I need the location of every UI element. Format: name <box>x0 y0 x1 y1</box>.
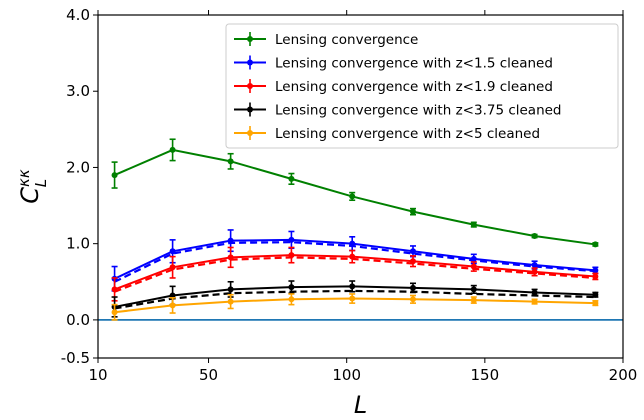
x-axis-title: L <box>354 391 367 419</box>
series-4-point <box>288 296 295 303</box>
series-0-point <box>349 193 356 200</box>
plot-frame <box>97 14 624 359</box>
series-1-point <box>592 267 599 274</box>
y-tick-label: 0.0 <box>66 311 90 329</box>
series-3-point <box>288 284 295 291</box>
series-4-point <box>111 309 118 316</box>
series-1-point <box>227 237 234 244</box>
series-0-point <box>410 208 416 215</box>
series-4-point <box>592 300 599 307</box>
series-0-point <box>592 241 599 248</box>
series-3-point <box>592 291 599 298</box>
legend-label: Lensing convergence with z<5 cleaned <box>275 126 540 142</box>
x-tick-label: 10 <box>88 366 107 384</box>
series-2-point <box>288 252 295 259</box>
series-1-point <box>169 248 176 255</box>
x-tick-label: 200 <box>609 366 638 384</box>
x-tick-label: 50 <box>199 366 218 384</box>
series-1-point <box>410 248 416 255</box>
y-axis-title-superscript: κκ <box>15 169 33 187</box>
legend-label: Lensing convergence with z<1.5 cleaned <box>275 56 553 72</box>
series-0-point <box>288 175 295 182</box>
series-3-point <box>410 284 416 291</box>
series-4-point <box>227 298 234 305</box>
legend-entry-4: Lensing convergence with z<5 cleaned <box>234 126 540 142</box>
legend-entry-0: Lensing convergence <box>234 32 418 48</box>
y-tick-label: 2.0 <box>66 158 90 176</box>
legend-marker <box>247 130 253 136</box>
series-3-point <box>470 286 477 293</box>
legend-label: Lensing convergence with z<3.75 cleaned <box>275 103 562 119</box>
y-tick-label: -0.5 <box>61 349 90 367</box>
plot-clip-group <box>98 138 623 321</box>
plot-area <box>98 138 623 321</box>
series-2-point <box>410 258 416 265</box>
series-1-point <box>531 262 538 269</box>
legend-entry-1: Lensing convergence with z<1.5 cleaned <box>234 55 553 72</box>
series-0-point <box>470 221 477 228</box>
series-2-point <box>349 253 356 260</box>
y-tick-label: 1.0 <box>66 235 90 253</box>
series-1-point <box>349 240 356 247</box>
series-0-point <box>169 146 176 153</box>
series-3-dashed-line <box>114 289 596 310</box>
y-tick-label: 4.0 <box>66 6 90 24</box>
y-tick-label: 3.0 <box>66 82 90 100</box>
x-tick-label: 100 <box>332 366 361 384</box>
series-4-point <box>410 296 416 303</box>
series-4-line <box>114 297 596 314</box>
y-axis-title-subscript: L <box>32 179 50 187</box>
series-1-point <box>470 255 477 262</box>
y-axis-title: CκκL <box>15 169 50 204</box>
series-2-point <box>531 268 538 275</box>
series-4-point <box>349 295 356 302</box>
series-4 <box>111 293 599 321</box>
series-4-point <box>531 298 538 305</box>
series-3-point <box>227 286 234 293</box>
legend: Lensing convergence Lensing convergence w… <box>225 23 619 149</box>
series-4-point <box>169 302 176 309</box>
series-3-point <box>531 289 538 296</box>
legend-marker <box>247 36 253 42</box>
y-axis-title-main: C <box>16 187 44 204</box>
series-2-point <box>169 264 176 271</box>
series-2-point <box>111 286 118 293</box>
series-0-point <box>531 233 538 240</box>
series-0-point <box>227 158 234 165</box>
series-2-point <box>592 273 599 280</box>
series-2-point <box>470 263 477 270</box>
legend-label: Lensing convergence with z<1.9 cleaned <box>275 79 553 95</box>
legend-entry-3: Lensing convergence with z<3.75 cleaned <box>234 102 562 119</box>
x-tick-label: 150 <box>471 366 500 384</box>
legend-box <box>225 23 619 149</box>
legend-entry-2: Lensing convergence with z<1.9 cleaned <box>234 79 553 95</box>
series-0-point <box>111 172 118 179</box>
series-2-line <box>114 254 596 291</box>
series-0 <box>111 138 599 248</box>
legend-marker <box>247 59 253 66</box>
series-3 <box>111 280 599 318</box>
series-3-point <box>349 283 356 290</box>
series-4-point <box>470 297 477 304</box>
legend-marker <box>247 83 253 89</box>
series-2-point <box>227 254 234 261</box>
legend-marker <box>247 106 253 113</box>
series-2 <box>111 246 599 302</box>
series-1-point <box>288 236 295 243</box>
legend-label: Lensing convergence <box>275 32 418 48</box>
